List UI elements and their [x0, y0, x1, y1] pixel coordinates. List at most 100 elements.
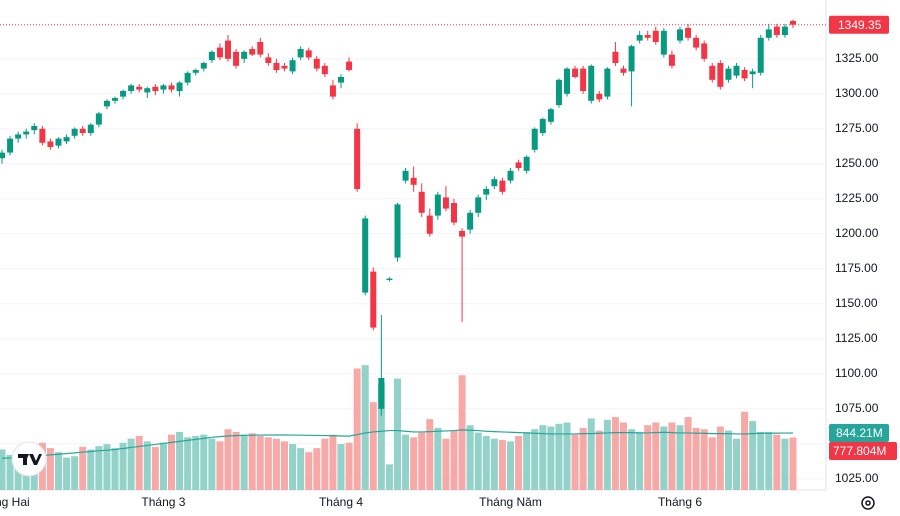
volume-bar: [676, 425, 684, 490]
volume-bar: [55, 452, 62, 490]
volume-bar: [224, 429, 232, 490]
volume-bar: [385, 464, 393, 490]
volume-bar: [353, 368, 361, 490]
candle-body: [491, 179, 498, 187]
candle-body: [612, 51, 619, 63]
volume-bar: [63, 457, 71, 490]
volume-bar: [46, 448, 54, 490]
volume-bar: [603, 419, 611, 490]
volume-bar: [394, 378, 401, 490]
candle-body: [338, 77, 344, 83]
candle-body: [580, 68, 587, 91]
candle-body: [394, 204, 401, 258]
settings-icon[interactable]: [861, 496, 875, 510]
candle-body: [668, 54, 675, 66]
volume-bar: [652, 422, 660, 490]
y-tick-label: 1225.00: [835, 191, 879, 205]
candle-body: [386, 278, 393, 280]
candle-body: [693, 37, 700, 48]
volume-bar: [256, 435, 264, 490]
candle-body: [241, 51, 248, 59]
candle-body: [184, 72, 191, 83]
y-tick-label: 1250.00: [835, 156, 879, 170]
volume-bar: [151, 446, 159, 490]
volume-bar: [71, 456, 79, 490]
y-tick-label: 1275.00: [835, 121, 879, 135]
candle-body: [273, 63, 280, 70]
candle-body: [531, 128, 538, 150]
volume-bar: [345, 442, 353, 490]
candle-body: [378, 378, 385, 409]
candle-body: [305, 50, 312, 58]
candle-body: [128, 85, 135, 91]
volume-bar: [426, 419, 434, 490]
candle-body: [604, 68, 611, 97]
volume-bar: [305, 452, 313, 490]
volume-bar: [579, 427, 587, 490]
grid: [0, 58, 826, 480]
x-tick-label: Tháng Năm: [479, 495, 542, 509]
candle-body: [596, 93, 603, 100]
candle-body: [0, 152, 5, 159]
volume-bar: [547, 426, 555, 490]
candle-body: [200, 63, 207, 69]
candle-body: [564, 68, 570, 94]
y-tick-label: 1150.00: [835, 296, 878, 310]
candle-body: [168, 85, 175, 90]
tradingview-logo[interactable]: [11, 441, 47, 477]
candle-body: [71, 128, 78, 136]
volume-bar: [377, 383, 385, 490]
candle-body: [701, 43, 708, 59]
volume-bar: [240, 434, 248, 490]
volume-bar: [765, 431, 773, 490]
volume-bar: [700, 429, 708, 490]
candle-body: [112, 98, 118, 101]
volume-bar: [135, 435, 143, 490]
volume-bar: [724, 430, 732, 490]
candle-body: [717, 63, 724, 87]
volume-bar: [620, 422, 627, 490]
candle-layer: [0, 19, 826, 416]
volume-bar: [232, 431, 240, 490]
candle-body: [709, 65, 716, 80]
candle-body: [652, 30, 659, 42]
volume-bar: [466, 425, 474, 490]
candle-body: [733, 65, 740, 76]
candle-body: [103, 100, 110, 107]
volume-bar: [515, 435, 523, 490]
y-tick-label: 1300.00: [835, 86, 879, 100]
candle-body: [144, 88, 151, 93]
candle-body: [636, 35, 643, 41]
volume-bar: [684, 417, 692, 490]
volume-bar: [692, 427, 700, 490]
candle-body: [555, 79, 562, 105]
volume-bar: [781, 438, 789, 490]
volume-bar: [313, 448, 321, 490]
volume-bar: [337, 444, 345, 490]
candle-body: [620, 68, 627, 73]
candle-body: [297, 49, 304, 58]
volume-bar: [369, 402, 377, 490]
volume-bar: [757, 431, 765, 490]
candle-body: [418, 191, 425, 213]
volume-ma-line: [1, 429, 794, 459]
volume-ma-label: 844.21M: [836, 426, 883, 440]
candle-body: [539, 119, 546, 133]
candle-body: [757, 37, 764, 73]
candle-body: [55, 138, 62, 146]
candle-body: [547, 109, 554, 122]
candle-body: [87, 124, 94, 133]
volume-bar: [329, 434, 337, 490]
candle-body: [677, 29, 683, 41]
candle-body: [23, 131, 30, 135]
volume-bar: [418, 432, 426, 490]
x-tick-label: Tháng 4: [319, 495, 363, 509]
candle-body: [402, 170, 409, 181]
volume-bar: [450, 430, 458, 490]
candle-body: [442, 197, 449, 209]
candle-body: [773, 26, 780, 35]
volume-bar: [531, 429, 539, 490]
candle-body: [451, 203, 457, 223]
candle-body: [354, 128, 361, 189]
candle-body: [63, 137, 70, 142]
